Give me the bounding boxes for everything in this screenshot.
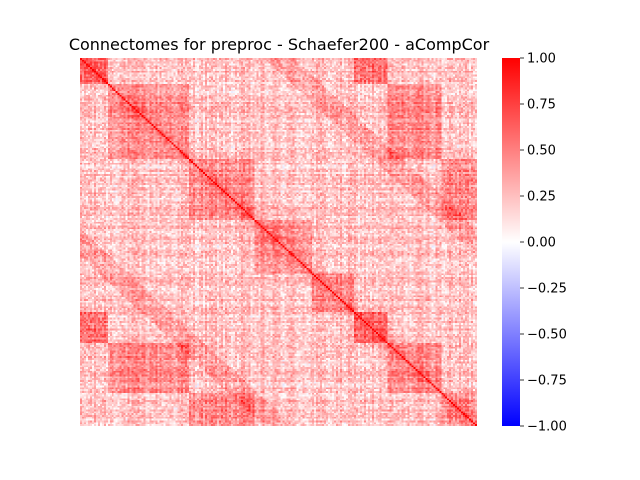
- chart-title: Connectomes for preproc - Schaefer200 - …: [69, 35, 490, 54]
- colorbar-tick-label: 0.50: [527, 144, 556, 159]
- colorbar-tick-label: 0.00: [527, 236, 556, 251]
- colorbar-tick-label: 0.75: [527, 98, 556, 113]
- colorbar-tick-label: −0.50: [527, 328, 567, 343]
- colorbar: 1.00 0.75 0.50 0.25 0.00 −0.25 −0.50 −0.75 −1.00: [502, 52, 567, 435]
- heatmap-matrix-image: [80, 58, 477, 426]
- colorbar-tick-label: 1.00: [527, 52, 556, 67]
- colorbar-tick-label: −0.75: [527, 374, 567, 389]
- colorbar-gradient: [502, 58, 520, 426]
- colorbar-tick-label: −1.00: [527, 420, 567, 435]
- colorbar-tick-label: 0.25: [527, 190, 556, 205]
- colorbar-ticks: 1.00 0.75 0.50 0.25 0.00 −0.25 −0.50 −0.75 −1.00: [520, 52, 567, 435]
- heatmap: [80, 58, 477, 426]
- colorbar-tick-label: −0.25: [527, 282, 567, 297]
